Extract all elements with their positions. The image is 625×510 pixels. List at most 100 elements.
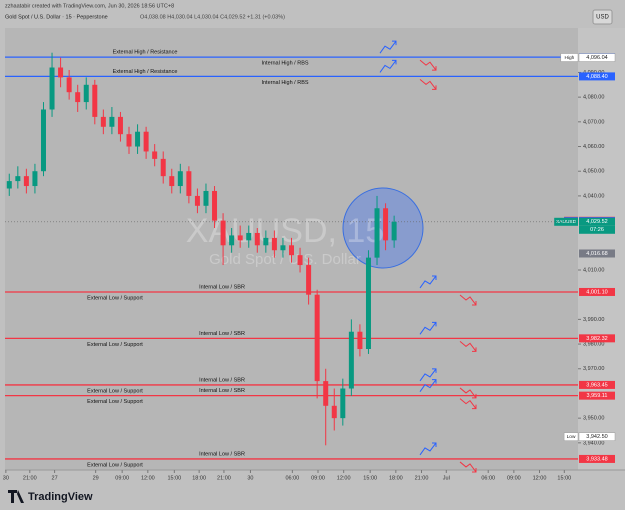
y-tick-label: 3,940.00: [583, 440, 604, 446]
level-note: External Low / Support: [87, 462, 143, 468]
candle-body: [220, 220, 226, 246]
x-tick-label: 12:00: [533, 475, 547, 481]
x-tick-label: 12:00: [141, 475, 155, 481]
arrow-down: [459, 461, 477, 473]
candle-body: [58, 67, 64, 78]
level-price-box: [579, 334, 615, 343]
level-price: 3,963.45: [586, 382, 607, 388]
price-sub-box: [579, 225, 615, 234]
level-price-box: [579, 287, 615, 296]
candle-body: [194, 195, 200, 206]
brand: TradingView: [28, 491, 93, 503]
candle-body: [49, 67, 55, 110]
candle-body: [186, 171, 192, 196]
price-label-box: [579, 249, 615, 258]
arrow-up: [379, 40, 397, 54]
candle-body: [212, 190, 218, 221]
level-note: Internal Low / SBR: [199, 331, 245, 337]
y-tick-label: 3,950.00: [583, 416, 604, 422]
level-price-box: [579, 72, 615, 81]
candle-body: [263, 237, 269, 246]
y-tick-label: 4,060.00: [583, 144, 604, 150]
candle-body: [237, 235, 243, 241]
y-tick-label: 4,080.00: [583, 95, 604, 101]
level-note: Internal Low / SBR: [199, 388, 245, 394]
candle-body: [383, 208, 389, 241]
x-tick-label: 15:00: [557, 475, 571, 481]
price-label: 4,029.52: [586, 219, 607, 225]
candle-body: [331, 405, 337, 419]
x-tick-label: 27: [52, 475, 58, 481]
candle-body: [348, 331, 354, 389]
level-note: Internal Low / SBR: [199, 451, 245, 457]
candle-body: [152, 151, 158, 159]
arrow-down: [459, 340, 477, 352]
x-tick-label: 21:00: [23, 475, 37, 481]
watermark: XAUUSD, 15: [186, 212, 384, 250]
candle-body: [177, 171, 183, 187]
currency-button[interactable]: [592, 9, 613, 25]
x-tick-label: 29: [93, 475, 99, 481]
candle-body: [117, 116, 123, 135]
ohlc: O4,038.08 H4,030.04 L4,030.04 C4,029.52 …: [140, 14, 285, 20]
candle-body: [135, 131, 141, 147]
price-label-box: [578, 432, 616, 441]
price-tag-box: [563, 432, 579, 441]
candle-body: [323, 381, 329, 406]
x-tick-label: 15:00: [167, 475, 181, 481]
arrow-up: [419, 442, 437, 456]
candle-body: [6, 181, 12, 189]
credit: zzhaatabir created with TradingView.com,…: [5, 3, 174, 9]
arrow-down: [419, 59, 437, 71]
level-note: Internal Low / SBR: [199, 284, 245, 290]
price-tag: High: [564, 55, 574, 61]
x-tick-label: 21:00: [217, 475, 231, 481]
price-label-box: [579, 217, 615, 226]
x-tick-label: 06:00: [285, 475, 299, 481]
arrow-up: [419, 368, 437, 382]
level-note: External Low / Support: [87, 295, 143, 301]
level-note: Internal High / RBS: [261, 80, 308, 86]
candle-body: [297, 255, 303, 266]
arrow-down: [459, 294, 477, 306]
candle-body: [229, 235, 235, 246]
level-note: Internal High / RBS: [261, 61, 308, 67]
level-note: External Low / Support: [87, 388, 143, 394]
candle-body: [374, 208, 380, 258]
candle-body: [23, 176, 29, 187]
x-tick-label: 09:00: [311, 475, 325, 481]
level-price: 3,959.11: [586, 393, 607, 399]
arrow-up: [379, 59, 397, 73]
watermark-sub: Gold Spot / U.S. Dollar: [209, 251, 361, 268]
level-note: External Low / Support: [87, 342, 143, 348]
candle-body: [365, 257, 371, 350]
price-tag-box: [560, 53, 579, 62]
x-tick-label: 06:00: [481, 475, 495, 481]
candle-body: [32, 171, 38, 187]
price-label-box: [578, 53, 616, 62]
price-label: 4,096.04: [586, 55, 607, 61]
level-price-box: [579, 380, 615, 389]
candle-body: [280, 245, 286, 251]
candle-body: [391, 221, 397, 241]
highlight-circle: [342, 187, 424, 269]
candle-body: [40, 109, 46, 172]
arrow-down: [419, 79, 437, 90]
candle-body: [289, 245, 294, 256]
candle-body: [75, 92, 81, 103]
level-note: Internal Low / SBR: [199, 377, 245, 383]
level-price: 3,982.32: [586, 336, 607, 342]
x-tick-label: 09:00: [115, 475, 129, 481]
candle-body: [340, 388, 346, 419]
x-tick-label: 18:00: [192, 475, 206, 481]
currency[interactable]: USD: [596, 15, 609, 21]
candle-body: [66, 77, 72, 93]
x-tick-label: 15:00: [363, 475, 377, 481]
candle-body: [160, 158, 166, 177]
y-tick-label: 3,990.00: [583, 317, 604, 323]
candle-body: [314, 294, 320, 382]
price-sub: 07:26: [590, 227, 604, 233]
x-tick-label: Jul: [443, 475, 450, 481]
arrow-down: [459, 398, 477, 410]
